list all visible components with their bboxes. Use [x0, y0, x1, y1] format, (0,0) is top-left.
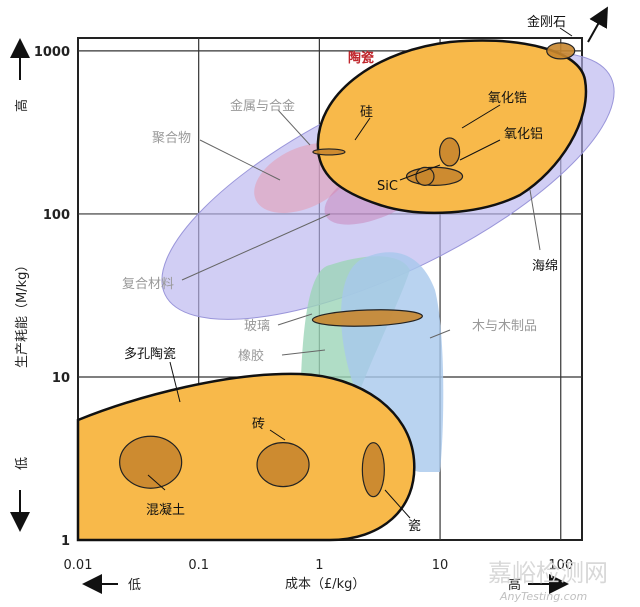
point-0: [546, 42, 576, 60]
label-alumina: 氧化铝: [504, 127, 543, 142]
x-low-label: 低: [128, 578, 141, 593]
porous-ceramic-region: [76, 372, 416, 542]
label-composite: 复合材料: [122, 277, 174, 292]
watermark-text: 嘉峪检测网: [488, 559, 608, 587]
y-tick-label-1: 10: [52, 371, 70, 386]
label-foam: 海绵: [532, 259, 558, 274]
watermark-sub: AnyTesting.com: [499, 590, 587, 603]
y-tick-label-3: 1000: [34, 45, 70, 60]
y-axis-title: 生产耗能（M/kg）: [15, 259, 30, 368]
label-metal: 金属与合金: [230, 98, 295, 114]
label-rubber: 橡胶: [238, 348, 264, 364]
label-concrete: 混凝土: [146, 502, 185, 518]
label-polymer: 聚合物: [152, 131, 191, 146]
point-4: [415, 166, 435, 186]
point-5: [311, 309, 423, 327]
leader-lines: [147, 27, 573, 519]
label-sic: SiC: [377, 179, 398, 194]
label-porous: 多孔陶瓷: [124, 346, 176, 362]
label-diamond: 金刚石: [527, 14, 566, 30]
x-axis-title: 成本（£/kg）: [285, 577, 365, 592]
x-tick-label-1: 0.1: [188, 558, 209, 573]
chart-labels: 陶瓷 金属与合金 聚合物 硅 氧化锆 氧化铝 SiC 金刚石 海绵 复合材料 玻…: [122, 14, 566, 534]
label-wood: 木与木制品: [472, 319, 537, 334]
point-6: [119, 435, 183, 489]
x-tick-label-4: 100: [548, 558, 573, 573]
point-1: [312, 148, 346, 156]
label-brick: 砖: [252, 417, 265, 432]
label-zirconia: 氧化锆: [488, 91, 527, 106]
point-7: [256, 442, 310, 488]
wood-region: [341, 252, 444, 472]
y-low-label: 低: [15, 457, 30, 470]
x-tick-label-0: 0.01: [64, 558, 93, 573]
label-si: 硅: [360, 105, 373, 120]
ceramic-region: [316, 39, 588, 215]
y-high-label: 高: [14, 99, 30, 112]
x-high-label: 高: [508, 577, 521, 593]
material-points: [119, 42, 576, 498]
y-tick-label-0: 1: [61, 534, 70, 549]
axis-ticks: 0.01 0.1 1 10 100 1 10 100 1000: [34, 45, 573, 573]
x-tick-label-3: 10: [432, 558, 449, 573]
label-porcelain: 瓷: [408, 519, 421, 534]
material-regions: [76, 39, 615, 542]
point-8: [361, 442, 385, 498]
label-glass: 玻璃: [244, 319, 270, 334]
label-ceramic: 陶瓷: [348, 50, 374, 66]
point-2: [439, 137, 461, 167]
y-tick-label-2: 100: [43, 208, 70, 223]
x-tick-label-2: 1: [315, 558, 323, 573]
diagonal-arrow: [587, 6, 608, 43]
